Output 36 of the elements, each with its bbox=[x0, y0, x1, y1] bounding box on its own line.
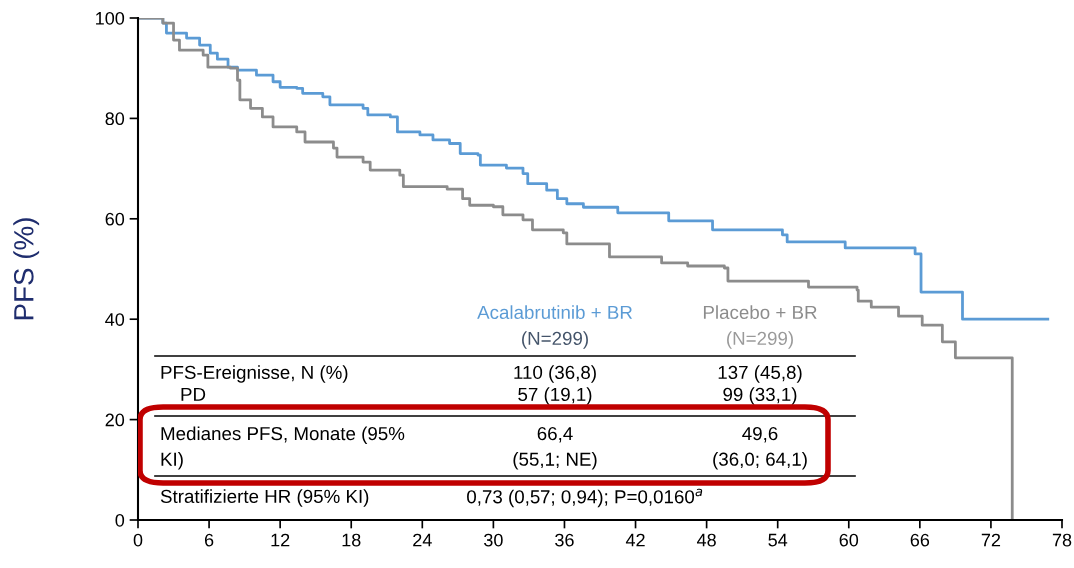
y-tick-label: 40 bbox=[105, 313, 125, 326]
x-tick-label: 6 bbox=[204, 533, 214, 547]
x-tick-label: 66 bbox=[910, 533, 930, 547]
x-tick-label: 30 bbox=[484, 533, 503, 547]
x-tick-label: 24 bbox=[413, 533, 432, 547]
x-tick-label: 12 bbox=[271, 533, 290, 547]
x-tick-label: 78 bbox=[1052, 533, 1072, 547]
x-tick-label: 36 bbox=[555, 533, 574, 547]
annotation: PFS-Ereignisse, N (%) bbox=[161, 365, 348, 383]
annotation: 49,6 (36,0; 64,1) bbox=[713, 426, 807, 470]
annotation: 66,4 (55,1; NE) bbox=[513, 426, 597, 470]
y-tick-label: 20 bbox=[105, 413, 125, 427]
text: Acalabrutinib + BR bbox=[477, 305, 633, 320]
y-tick-label: 0 bbox=[115, 513, 125, 527]
annotation: Stratifizierte HR (95% KI) bbox=[160, 489, 369, 507]
annotation: 0,73 (0,57; 0,94); P=0,0160$^{a}$ bbox=[467, 488, 703, 508]
x-tick-label: 18 bbox=[342, 533, 361, 547]
x-tick-label: 48 bbox=[696, 533, 716, 547]
annotation: PD bbox=[181, 387, 206, 401]
annotation: 137 (45,8) bbox=[718, 365, 802, 383]
x-tick-label: 60 bbox=[839, 533, 859, 547]
y-axis-title: PFS (%) bbox=[13, 218, 40, 320]
y-tick-label: 60 bbox=[105, 212, 125, 226]
annotation: Medianes PFS, Monate (95% KI) bbox=[161, 426, 405, 470]
annotation: 99 (33,1) bbox=[723, 387, 797, 405]
x-tick-label: 72 bbox=[981, 533, 1001, 547]
series-label: Placebo + BR bbox=[703, 305, 817, 320]
x-tick-label: 54 bbox=[768, 533, 788, 547]
y-tick-label: 80 bbox=[105, 112, 125, 126]
x-tick-label: 42 bbox=[625, 533, 645, 547]
annotation: 110 (36,8) bbox=[514, 365, 596, 383]
annotation: (N=299) bbox=[727, 331, 793, 349]
x-tick-label: 0 bbox=[133, 533, 143, 547]
annotation: 57 (19,1) bbox=[518, 387, 592, 405]
y-tick-label: 100 bbox=[96, 11, 125, 25]
annotation: (N=299) bbox=[522, 331, 588, 349]
